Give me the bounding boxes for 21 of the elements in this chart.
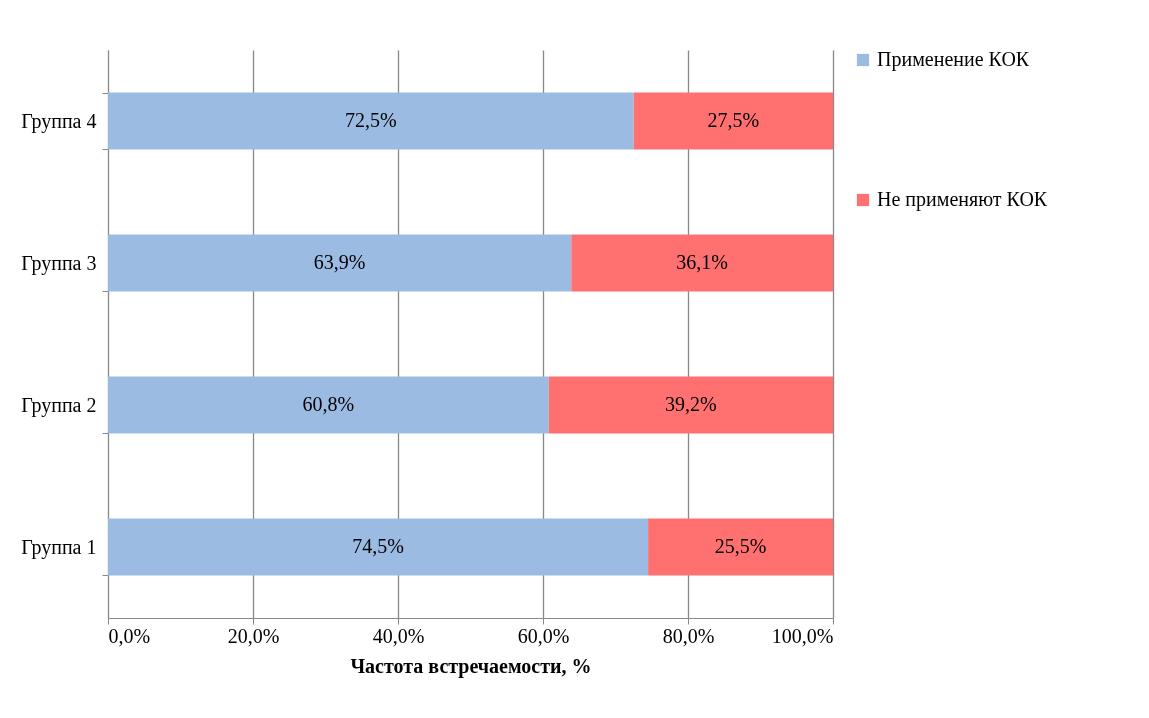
data-label: 63,9% xyxy=(313,251,366,273)
y-tick-label: Группа 2 xyxy=(21,393,97,417)
x-tick-label: 20,0% xyxy=(227,624,280,647)
legend-label: Не применяют КОК xyxy=(877,188,1048,211)
data-label: 27,5% xyxy=(707,109,760,131)
x-tick-label: 60,0% xyxy=(517,624,570,647)
data-label: 36,1% xyxy=(676,251,728,273)
x-tick-label: 100,0% xyxy=(771,624,834,647)
y-tick-label: Группа 3 xyxy=(21,251,97,275)
legend-label: Применение КОК xyxy=(877,48,1030,71)
x-tick-label: 0,0% xyxy=(108,624,151,647)
data-label: 60,8% xyxy=(302,393,355,415)
y-tick-label: Группа 1 xyxy=(21,535,97,559)
x-tick-label: 80,0% xyxy=(662,624,715,647)
x-tick-label: 40,0% xyxy=(372,624,425,647)
data-label: 72,5% xyxy=(344,109,397,131)
y-tick-label: Группа 4 xyxy=(21,109,97,133)
x-axis-title: Частота встречаемости, % xyxy=(350,654,592,678)
data-label: 25,5% xyxy=(714,535,767,557)
data-label: 74,5% xyxy=(352,535,404,557)
data-label: 39,2% xyxy=(665,393,717,415)
